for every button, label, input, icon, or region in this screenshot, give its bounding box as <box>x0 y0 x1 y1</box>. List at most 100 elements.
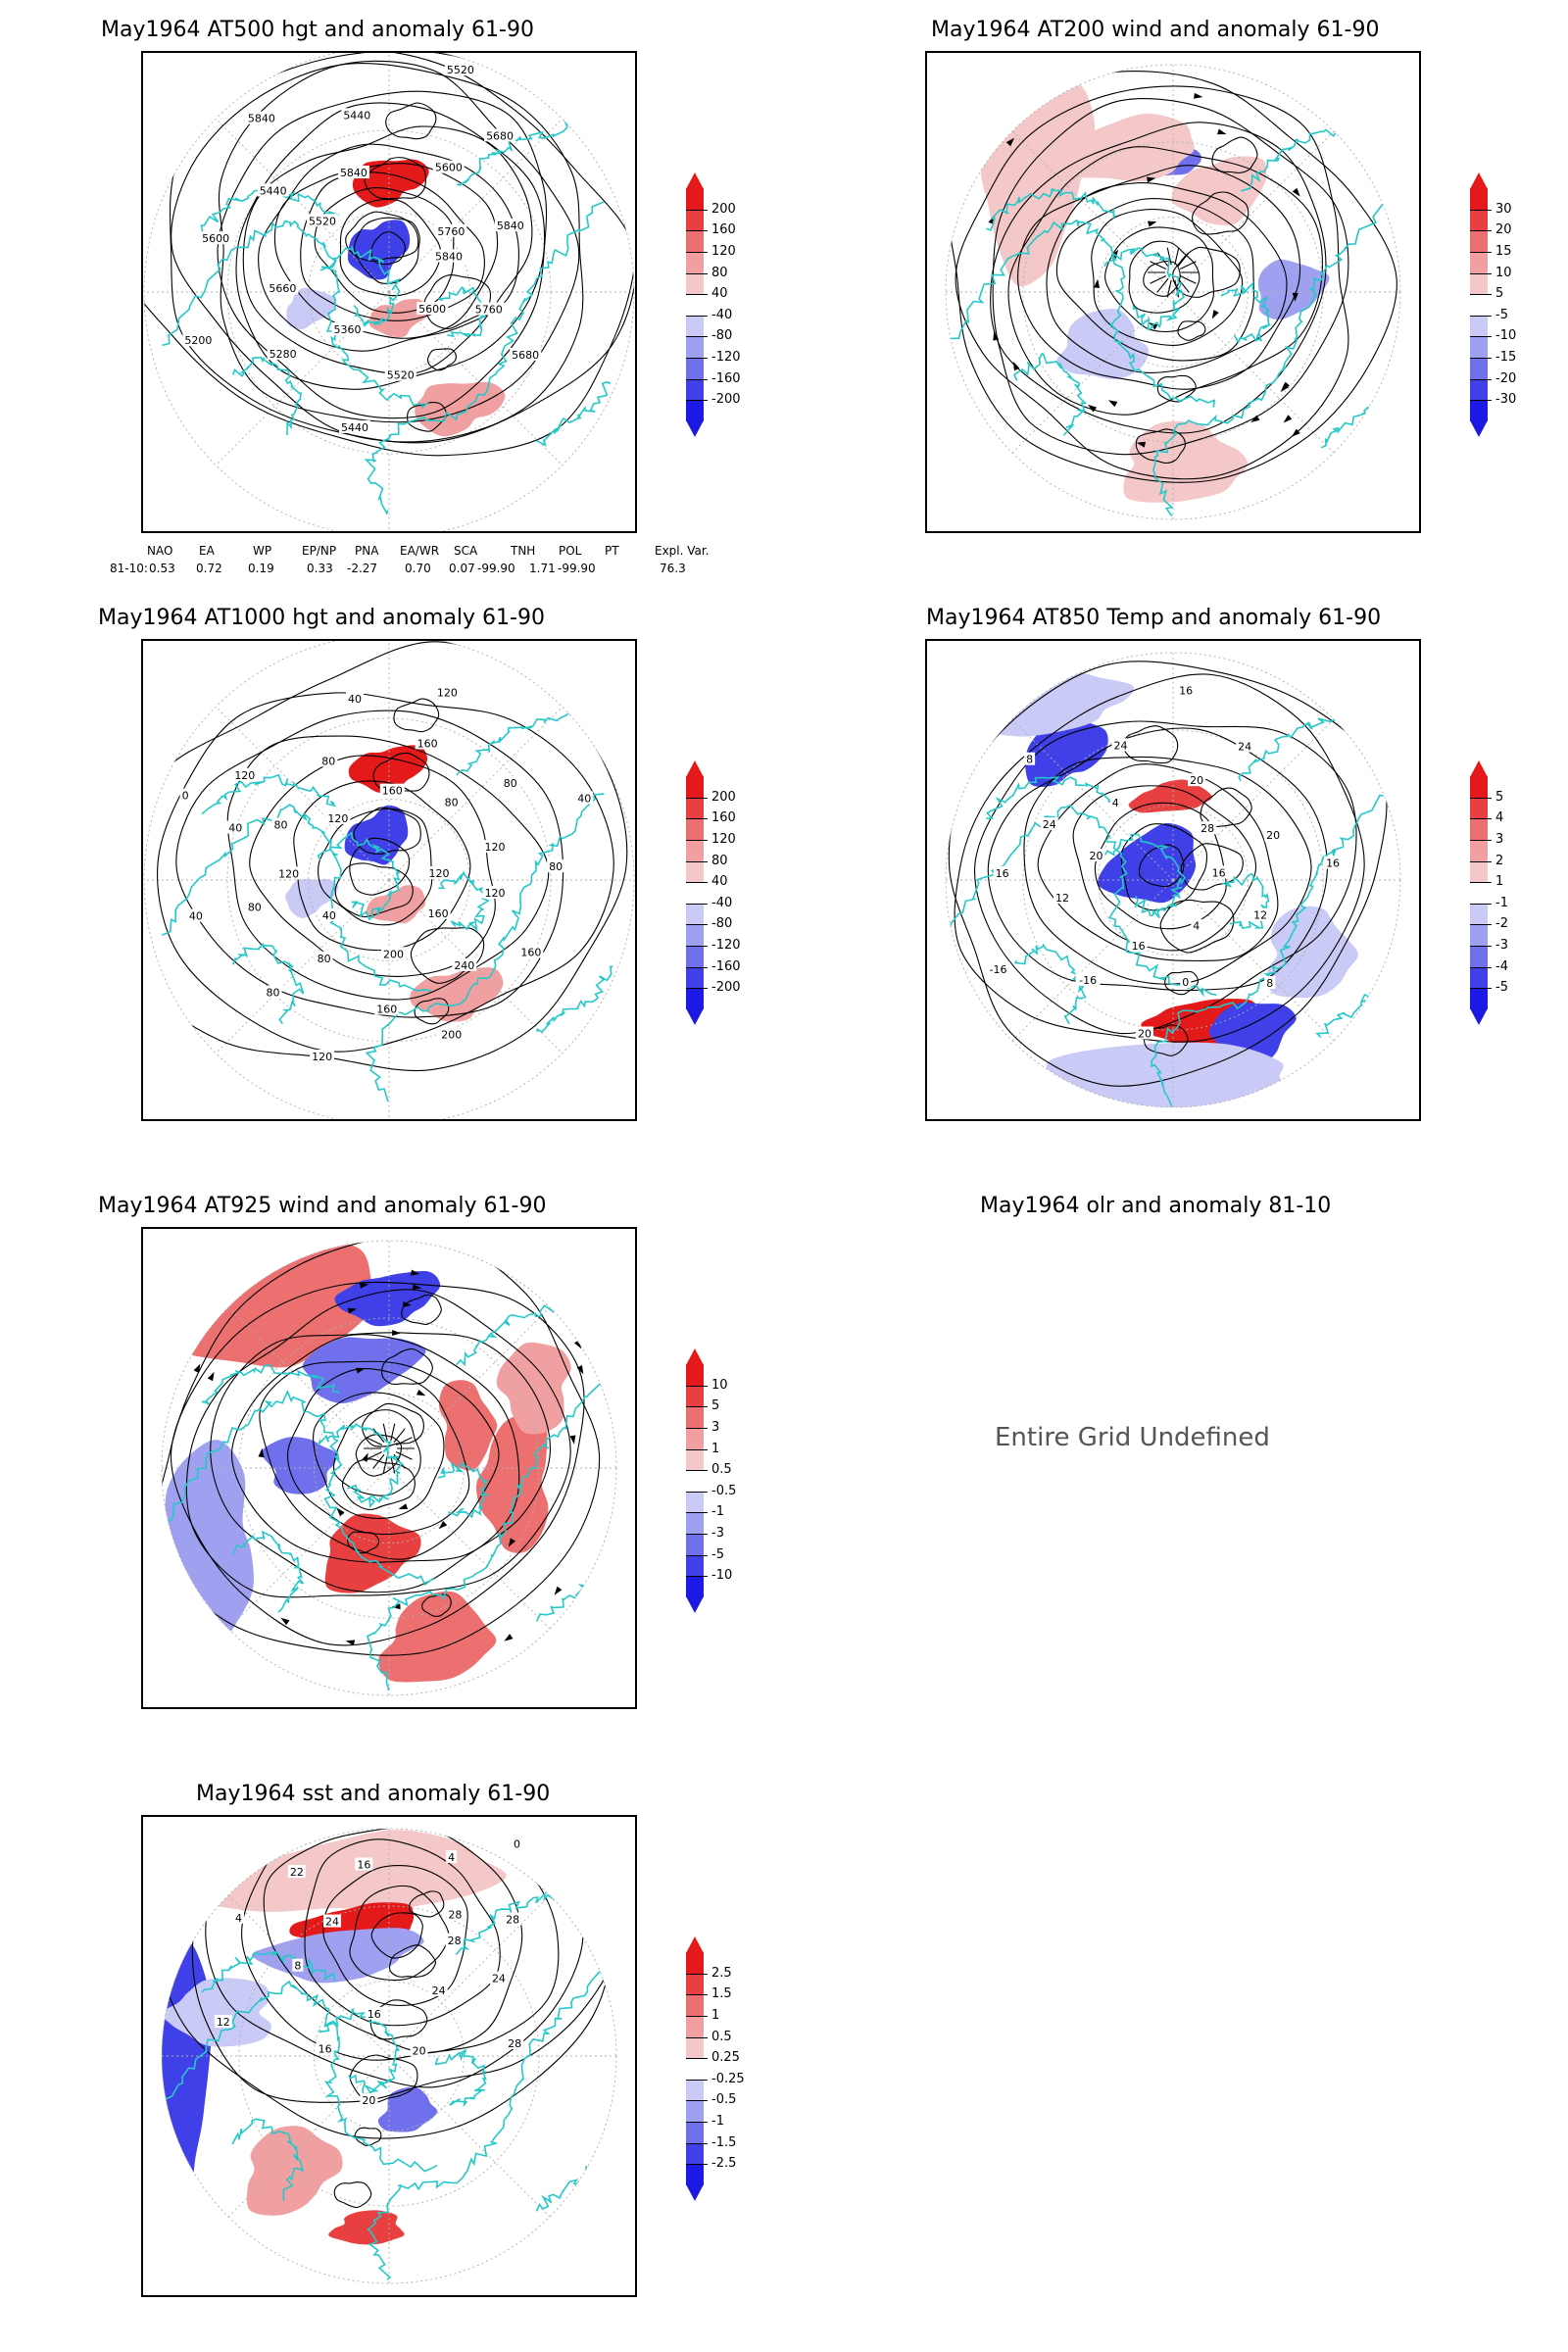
contour-label: 4 <box>1112 797 1119 809</box>
colorbar-label: 20 <box>1495 222 1512 238</box>
colorbar-swatch <box>686 1952 704 1975</box>
colorbar-label: -40 <box>711 307 733 322</box>
stream-arrow <box>402 1300 413 1307</box>
contour-line <box>230 1334 520 1563</box>
stream-arrow <box>1003 104 1012 113</box>
stream-arrow <box>576 1364 584 1375</box>
colorbar-tick <box>686 272 708 274</box>
tele-header-pna: PNA <box>355 544 379 558</box>
map-boundary <box>945 64 1401 520</box>
panel-title-at500: May1964 AT500 hgt and anomaly 61-90 <box>101 18 534 42</box>
contour-label: 5280 <box>270 348 297 361</box>
contour-label-bg <box>494 219 526 232</box>
contour-line <box>218 60 580 423</box>
contour-line <box>169 53 634 444</box>
contour-line <box>1159 899 1235 954</box>
colorbar-label: -0.25 <box>711 2071 745 2086</box>
contour-label-bg <box>445 1933 464 1946</box>
anomaly-shading <box>328 2210 405 2245</box>
contour-label: 5200 <box>184 334 212 347</box>
contour-label: 5760 <box>475 304 503 317</box>
colorbar-label: 2 <box>1495 853 1504 868</box>
polar-map-at850: 16 12 8 4 0 20 16 -16 -16 12 16 20 24 8 4 24 16 20 24 28 20 1… <box>945 652 1401 1108</box>
contour-label: 160 <box>417 737 438 750</box>
stream-arrow <box>1194 92 1203 99</box>
map-content <box>162 1241 616 1695</box>
map-boundary <box>143 641 635 1119</box>
stream-line <box>1166 279 1172 298</box>
colorbar-tick <box>686 2015 708 2017</box>
colorbar-tick <box>686 358 708 360</box>
stream-arrow <box>226 1638 236 1647</box>
colorbar-swatch <box>1470 378 1488 401</box>
map-sst: 28 24 28 24 20 20 16 16 12 8 4 24 22 16 4 0 28 28 <box>141 1815 637 2297</box>
contour-lines <box>948 71 1397 483</box>
contour-label-bg <box>501 776 519 790</box>
contour-label: 40 <box>189 910 203 923</box>
contour-label: 5360 <box>333 323 361 336</box>
colorbar-label: -3 <box>1495 938 1508 954</box>
contour-label: 200 <box>441 1028 462 1041</box>
colorbar-top-arrow <box>686 1936 704 1953</box>
colorbar-bottom-arrow <box>686 2184 704 2201</box>
coastline <box>201 773 337 815</box>
anomaly-shading <box>969 665 1135 737</box>
colorbar-swatch <box>686 209 704 231</box>
stream-line <box>1179 274 1197 284</box>
contour-label: 80 <box>504 777 517 790</box>
coastline <box>365 793 605 1102</box>
contour-line <box>263 1829 523 2053</box>
contour-label-bg <box>575 791 594 805</box>
contour-label: 5680 <box>512 349 539 362</box>
stream-line <box>390 1423 396 1442</box>
colorbar-label: -1 <box>711 2114 724 2130</box>
colorbar-label: -0.5 <box>711 2092 737 2108</box>
contour-line <box>185 1289 571 1598</box>
contour-line <box>318 808 433 926</box>
contour-label-bg <box>1236 739 1254 753</box>
tele-header-pol: POL <box>559 544 582 558</box>
contour-label: 24 <box>1043 818 1056 831</box>
lat-lon-grid <box>144 641 634 1119</box>
colorbar-swatch <box>686 903 704 925</box>
contour-line <box>287 1368 470 1536</box>
stream-arrow <box>569 1435 576 1445</box>
contour-line <box>235 102 546 390</box>
streamline-arrows <box>963 92 1330 448</box>
contour-label: 28 <box>448 1935 462 1947</box>
contour-label-bg <box>267 347 299 361</box>
meridian-line <box>215 706 390 881</box>
tele-value-sca: 0.07 <box>449 562 475 575</box>
contour-line <box>341 1458 416 1511</box>
contour-line <box>258 143 519 352</box>
colorbar-tick <box>686 1470 708 1472</box>
colorbar-tick <box>1470 336 1492 338</box>
map-boundary <box>143 53 635 531</box>
map-content <box>144 641 634 1119</box>
anomaly-shading <box>1098 822 1197 904</box>
panel-title-at1000: May1964 AT1000 hgt and anomaly 61-90 <box>98 606 545 630</box>
anomaly-shading <box>1056 309 1149 380</box>
stream-arrow <box>356 1367 366 1374</box>
stream-line <box>1156 277 1169 293</box>
contour-label: 12 <box>217 2016 230 2029</box>
colorbar-swatch <box>686 860 704 883</box>
stream-line <box>382 1455 388 1474</box>
polar-map-at200 <box>945 64 1401 520</box>
contour-label-bg <box>416 302 449 316</box>
contour-label: 24 <box>432 1984 446 1997</box>
contour-label: 160 <box>428 907 449 920</box>
contour-label: 28 <box>448 1908 462 1921</box>
tele-value-eawr: 0.70 <box>405 562 431 575</box>
contour-label-bg <box>1180 974 1192 988</box>
stream-line <box>372 1453 385 1469</box>
contour-line <box>349 1885 450 1982</box>
colorbar-tick <box>1470 818 1492 820</box>
contour-label: 5520 <box>447 64 474 76</box>
contour-label-bg <box>1188 773 1206 787</box>
contour-labels: 16 12 8 4 0 20 16 -16 -16 12 16 20 24 8 4 24 16 20 24 28 20 1… <box>985 683 1343 1040</box>
tele-value-explvar: 76.3 <box>660 562 686 575</box>
stream-arrow <box>1147 220 1157 227</box>
stream-arrow <box>438 1520 448 1530</box>
meridian-line <box>388 706 564 881</box>
